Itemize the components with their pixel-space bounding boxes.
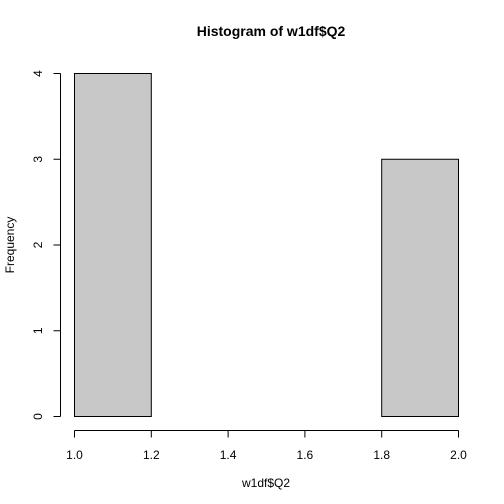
y-axis: 0 1 2 3 4 bbox=[31, 70, 61, 420]
y-tick-label: 2 bbox=[31, 241, 45, 248]
y-tick-label: 1 bbox=[31, 327, 45, 334]
x-tick-label: 1.0 bbox=[66, 448, 83, 462]
x-axis: 1.0 1.2 1.4 1.6 1.8 2.0 bbox=[66, 430, 467, 462]
histogram-bar-4 bbox=[381, 158, 460, 417]
x-tick-label: 1.2 bbox=[143, 448, 160, 462]
x-tick-label: 2.0 bbox=[450, 448, 467, 462]
y-tick-label: 3 bbox=[31, 156, 45, 163]
x-tick-label: 1.4 bbox=[220, 448, 237, 462]
histogram-bar-0 bbox=[74, 73, 152, 417]
y-axis-label: Frequency bbox=[3, 217, 17, 274]
y-tick-label: 4 bbox=[31, 70, 45, 77]
bars-group bbox=[74, 73, 460, 417]
y-tick-label: 0 bbox=[31, 413, 45, 420]
x-axis-label: w1df$Q2 bbox=[241, 476, 290, 490]
x-tick-label: 1.6 bbox=[297, 448, 314, 462]
x-tick-label: 1.8 bbox=[373, 448, 390, 462]
chart-title: Histogram of w1df$Q2 bbox=[197, 23, 346, 39]
